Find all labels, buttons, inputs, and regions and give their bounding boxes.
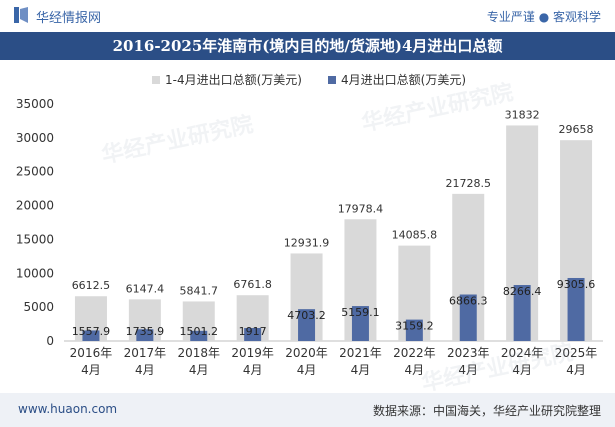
data-label-month: 8266.4	[503, 285, 542, 298]
brand-name: 华经情报网	[36, 11, 102, 26]
x-tick-label-month: 4月	[243, 363, 263, 377]
x-tick-label-year: 2024年	[501, 346, 544, 360]
bar-month	[244, 328, 262, 341]
data-label-total: 6612.5	[72, 279, 111, 292]
y-tick-label: 30000	[16, 131, 54, 145]
data-label-month: 3159.2	[395, 320, 434, 333]
bar-month	[405, 319, 423, 341]
data-label-month: 6866.3	[449, 295, 488, 308]
x-tick-label-month: 4月	[458, 363, 478, 377]
bar-month	[190, 330, 208, 341]
data-label-month: 1735.9	[126, 325, 165, 338]
y-tick-label: 0	[46, 334, 54, 348]
bar-month	[513, 285, 531, 341]
y-tick-label: 10000	[16, 266, 54, 280]
bar-month	[351, 306, 369, 341]
y-tick-label: 15000	[16, 232, 54, 246]
x-tick-label-year: 2018年	[177, 346, 220, 360]
x-tick-label-month: 4月	[135, 363, 155, 377]
bar-month	[136, 329, 154, 341]
chart-area: 1-4月进出口总额(万美元) 4月进出口总额(万美元) 0 5000 10000 1500…	[0, 60, 615, 397]
y-tick-label: 35000	[16, 97, 54, 111]
legend-label-2: 4月进出口总额(万美元)	[341, 73, 466, 87]
data-label-total: 31832	[505, 108, 540, 121]
data-label-total: 6147.4	[126, 282, 165, 295]
data-label-total: 17978.4	[338, 202, 384, 215]
bar-month	[459, 294, 477, 341]
data-label-total: 21728.5	[446, 177, 492, 190]
x-tick-label-month: 4月	[566, 363, 586, 377]
x-tick-label-month: 4月	[512, 363, 532, 377]
x-tick-label-year: 2020年	[285, 346, 328, 360]
data-label-total: 5841.7	[180, 284, 219, 297]
data-label-month: 4703.2	[287, 309, 326, 322]
x-tick-label-month: 4月	[81, 363, 101, 377]
title-bar: 2016-2025年淮南市(境内目的地/货源地)4月进出口总额	[0, 32, 615, 60]
x-tick-label-month: 4月	[297, 363, 317, 377]
y-tick-label: 25000	[16, 165, 54, 179]
data-label-month: 9305.6	[557, 278, 596, 291]
x-tick-label-year: 2019年	[231, 346, 274, 360]
data-label-month: 1557.9	[72, 325, 111, 338]
bar-month	[567, 277, 585, 341]
data-label-month: 1501.2	[180, 325, 219, 338]
x-tick-label-month: 4月	[405, 363, 425, 377]
x-tick-label-year: 2025年	[555, 346, 598, 360]
bar-month	[82, 330, 100, 341]
x-tick-label-year: 2016年	[70, 346, 113, 360]
legend-swatch-1	[152, 76, 160, 84]
x-tick-label-year: 2021年	[339, 346, 382, 360]
y-tick-label: 5000	[23, 300, 54, 314]
footer: www.huaon.com 数据来源：中国海关，华经产业研究院整理	[0, 393, 615, 427]
data-label-total: 12931.9	[284, 236, 330, 249]
bar-chart: 1-4月进出口总额(万美元) 4月进出口总额(万美元) 0 5000 10000 1500…	[16, 73, 603, 377]
x-tick-label-year: 2023年	[447, 346, 490, 360]
site-url: www.huaon.com	[18, 402, 118, 416]
data-label-month: 5159.1	[341, 306, 380, 319]
legend-label-1: 1-4月进出口总额(万美元)	[165, 73, 302, 87]
x-tick-label-year: 2017年	[124, 346, 167, 360]
data-label-total: 6761.8	[233, 278, 272, 291]
x-tick-label-year: 2022年	[393, 346, 436, 360]
data-label-total: 14085.8	[392, 229, 438, 242]
data-label-month: 1917	[239, 325, 267, 338]
top-bar: 华经情报网 专业严谨 ● 客观科学	[0, 0, 615, 32]
legend-swatch-2	[328, 76, 336, 84]
data-source: 数据来源：中国海关，华经产业研究院整理	[372, 404, 601, 418]
data-label-total: 29658	[559, 123, 594, 136]
brand-logo-icon	[14, 7, 28, 23]
bar-month	[298, 309, 316, 341]
chart-title: 2016-2025年淮南市(境内目的地/货源地)4月进出口总额	[112, 37, 503, 55]
x-tick-label-month: 4月	[351, 363, 371, 377]
tagline: 专业严谨 ● 客观科学	[486, 10, 601, 24]
y-tick-label: 20000	[16, 199, 54, 213]
x-tick-label-month: 4月	[189, 363, 209, 377]
